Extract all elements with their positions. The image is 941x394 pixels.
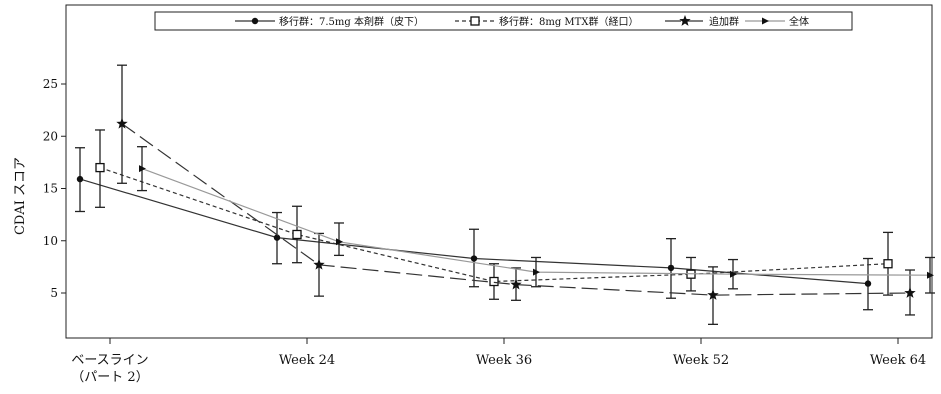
series [116,64,916,326]
y-tick-label: 20 [43,129,58,143]
legend-entry: 全体 [745,15,809,28]
point-square [292,229,302,240]
series [75,147,873,311]
point-star [707,289,719,300]
legend-entry: 移行群：8mg MTX群（経口） [455,15,638,28]
point-circle [864,280,872,287]
point-circle [273,234,281,241]
y-tick-label: 15 [43,182,58,196]
y-axis-label: CDAI スコア [13,157,28,235]
y-axis: 5 10 15 20 25 [43,77,66,300]
point-square [489,276,499,287]
y-tick-label: 25 [43,77,58,91]
point-triangle [533,268,540,276]
legend-entry: 追加群 [665,15,739,28]
legend-label: 移行群：7.5mg 本剤群（皮下） [279,15,424,28]
legend: 移行群：7.5mg 本剤群（皮下） 移行群：8mg MTX群（経口） 追加群 全体 [154,11,853,31]
x-tick-label: Week 24 [279,353,335,368]
point-star [904,287,916,298]
x-tick-label: （パート 2） [71,370,148,385]
x-tick-label: Week 64 [870,353,926,368]
point-triangle [336,238,343,246]
point-circle [76,175,84,183]
legend-box [154,11,853,31]
series-layer [75,64,935,326]
legend-label: 移行群：8mg MTX群（経口） [499,15,638,28]
point-triangle [762,17,769,25]
series-line [99,167,889,283]
x-tick-label: Week 36 [476,353,532,368]
point-triangle [927,271,934,279]
error-bar [334,222,344,257]
y-tick-label: 5 [50,286,58,300]
legend-label: 追加群 [709,15,739,28]
point-circle [667,264,675,272]
point-star [116,117,128,129]
point-square [470,16,480,26]
point-triangle [730,270,737,278]
series [95,129,893,300]
plot-frame [65,4,933,339]
point-star [679,15,691,26]
series [137,146,935,294]
x-tick-label: Week 52 [673,353,729,368]
point-star [510,278,522,290]
y-tick-label: 10 [43,234,58,248]
point-square [883,259,893,269]
point-circle [251,17,259,25]
point-square [95,162,105,173]
point-star [313,258,325,270]
point-triangle [139,165,146,173]
x-tick-label: ベースライン [71,353,148,368]
x-axis: ベースライン （パート 2） Week 24 Week 36 Week 52 Week 6… [71,338,926,385]
legend-label: 全体 [789,15,809,28]
legend-entry: 移行群：7.5mg 本剤群（皮下） [235,15,424,28]
point-circle [470,255,478,262]
